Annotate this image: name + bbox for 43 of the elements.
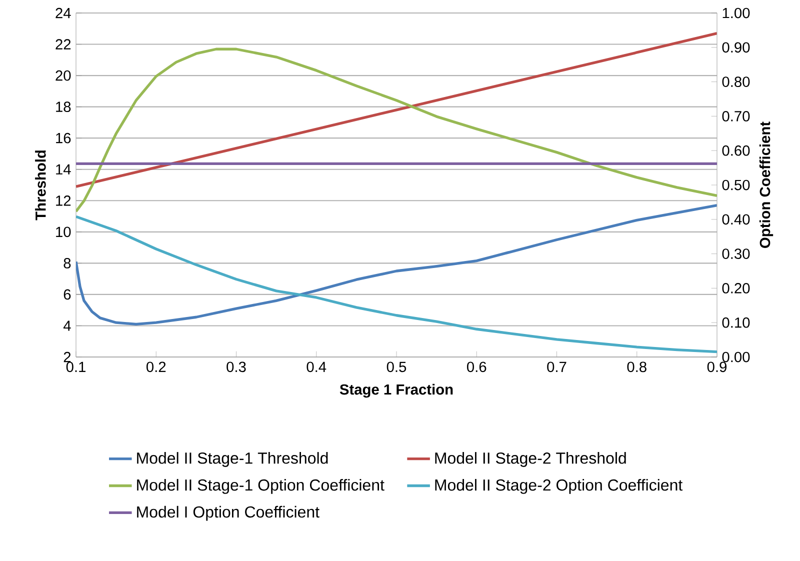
y-axis-title: Threshold bbox=[35, 150, 46, 220]
y2-tick-label: 0.20 bbox=[722, 283, 750, 294]
x-tick-label: 0.1 bbox=[66, 362, 86, 372]
y-tick-label: 22 bbox=[56, 39, 71, 50]
y-tick-label: 2 bbox=[64, 352, 71, 362]
y2-tick-label: 0.90 bbox=[722, 42, 750, 53]
x-tick-label: 0.8 bbox=[627, 362, 646, 372]
legend-label: Model I Option Coefficient bbox=[137, 506, 320, 521]
line-series bbox=[76, 48, 718, 213]
legend-label: Model II Stage-1 Threshold bbox=[137, 452, 328, 467]
x-tick-label: 0.9 bbox=[707, 362, 727, 372]
x-tick-label: 0.4 bbox=[306, 362, 326, 372]
x-tick-label: 0.6 bbox=[467, 362, 486, 372]
y2-tick-label: 1.00 bbox=[722, 8, 750, 18]
x-tick-label: 0.2 bbox=[146, 362, 166, 372]
y-tick-label: 4 bbox=[63, 320, 71, 331]
y-tick-label: 8 bbox=[64, 258, 71, 268]
y2-tick-label: 0.80 bbox=[722, 76, 750, 87]
y2-axis-title: Option Coefficient bbox=[759, 122, 774, 248]
y2-tick-label: 0.60 bbox=[722, 145, 750, 156]
legend-label: Model II Stage-1 Option Coefficient bbox=[137, 478, 384, 494]
legend-label: Model II Stage-2 Threshold bbox=[435, 452, 626, 467]
line-series bbox=[76, 204, 718, 326]
y2-tick-label: 0.30 bbox=[722, 248, 750, 259]
y-tick-label: 12 bbox=[56, 196, 71, 206]
x-tick-label: 0.5 bbox=[386, 362, 406, 372]
y2-tick-label: 0.10 bbox=[722, 317, 750, 328]
legend-label: Model II Stage-2 Option Coefficient bbox=[435, 478, 683, 494]
y2-tick-label: 0.00 bbox=[722, 352, 750, 362]
y-tick-label: 20 bbox=[56, 70, 71, 81]
x-tick-label: 0.7 bbox=[547, 362, 566, 372]
y-tick-label: 14 bbox=[56, 164, 71, 174]
y-tick-label: 10 bbox=[56, 226, 71, 238]
y-tick-label: 24 bbox=[56, 8, 71, 18]
y-tick-label: 6 bbox=[64, 289, 71, 300]
y2-tick-label: 0.70 bbox=[722, 111, 750, 122]
y2-tick-label: 0.50 bbox=[722, 180, 750, 190]
y2-tick-label: 0.40 bbox=[722, 214, 750, 225]
x-axis-title: Stage 1 Fraction bbox=[340, 384, 453, 398]
y-tick-label: 16 bbox=[56, 132, 71, 144]
line-series bbox=[76, 215, 718, 354]
y-tick-label: 18 bbox=[56, 102, 71, 112]
x-tick-label: 0.3 bbox=[226, 362, 246, 372]
